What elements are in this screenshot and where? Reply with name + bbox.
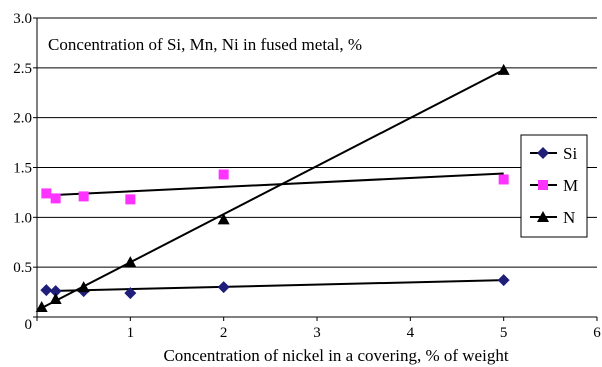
data-point-m xyxy=(218,169,229,180)
chart-title: Concentration of Si, Mn, Ni in fused met… xyxy=(48,35,362,54)
legend-label-n: N xyxy=(563,208,575,227)
y-tick-label: 0.5 xyxy=(13,260,32,276)
y-tick-label: 2.0 xyxy=(13,111,32,127)
data-point-si xyxy=(40,284,53,297)
data-point-n xyxy=(77,281,90,293)
data-point-m xyxy=(125,194,136,205)
data-point-m xyxy=(50,193,61,204)
legend-marker-m xyxy=(538,180,548,190)
trend-line-si xyxy=(46,279,504,293)
data-point-n xyxy=(35,301,48,313)
y-tick-label: 1.0 xyxy=(13,210,32,226)
x-tick-label: 2 xyxy=(220,325,228,341)
data-point-si xyxy=(217,281,230,294)
data-point-si xyxy=(497,274,510,287)
data-point-si xyxy=(124,287,137,300)
legend-label-m: M xyxy=(563,176,578,195)
data-point-m xyxy=(78,191,89,202)
data-point-n xyxy=(49,293,62,305)
data-point-m xyxy=(498,174,509,185)
y-tick-labels: 0 0.5 1.0 1.5 2.0 2.5 3.0 xyxy=(13,11,32,333)
legend-marker-si xyxy=(537,147,549,159)
x-tick-label: 5 xyxy=(500,325,508,341)
x-tick-label: 3 xyxy=(313,325,321,341)
axes xyxy=(33,17,598,321)
data-point-n xyxy=(124,256,137,268)
x-axis-label: Concentration of nickel in a covering, %… xyxy=(163,346,508,365)
y-tick-label: 2.5 xyxy=(13,61,32,77)
legend-marker-n xyxy=(537,211,549,222)
x-tick-label: 1 xyxy=(127,325,135,341)
data-point-n xyxy=(217,213,230,225)
data-markers xyxy=(35,63,510,313)
y-tick-label: 3.0 xyxy=(13,11,32,27)
y-tick-label: 0 xyxy=(25,317,33,333)
data-point-n xyxy=(497,63,510,75)
x-tick-labels: 1 2 3 4 5 6 xyxy=(127,325,602,341)
x-tick-label: 6 xyxy=(593,325,601,341)
legend-label-si: Si xyxy=(563,144,577,163)
y-tick-label: 1.5 xyxy=(13,161,32,177)
trend-lines xyxy=(41,68,505,309)
x-tick-label: 4 xyxy=(407,325,415,341)
legend: Si MN xyxy=(520,134,588,238)
trend-line-m xyxy=(46,172,504,197)
data-point-m xyxy=(41,188,52,199)
grid-lines xyxy=(37,17,597,268)
data-point-si xyxy=(49,285,62,298)
trend-line-n xyxy=(41,68,505,309)
title-box xyxy=(38,25,484,63)
